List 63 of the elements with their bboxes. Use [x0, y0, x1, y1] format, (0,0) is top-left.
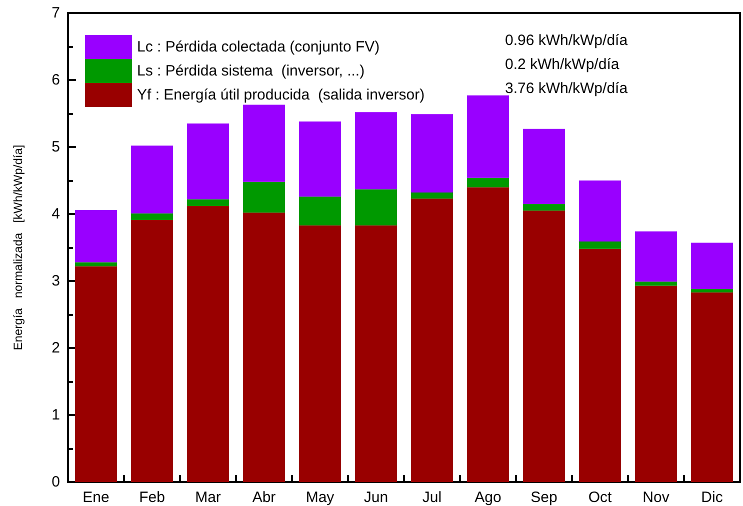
bar — [355, 225, 397, 482]
bar — [635, 231, 677, 282]
legend-label: Yf : Energía útil producida (salida inversor) — [137, 86, 425, 104]
bar — [299, 196, 341, 226]
bar — [523, 128, 565, 204]
x-tick-label: Mar — [195, 489, 221, 506]
bar — [467, 95, 509, 178]
bar — [355, 189, 397, 226]
x-tick-label: Nov — [642, 489, 670, 506]
bar — [579, 241, 621, 249]
bar — [187, 124, 229, 200]
legend-label: Lc : Pérdida colectada (conjunto FV) — [137, 38, 380, 56]
annotation: 0.2 kWh/kWp/día — [505, 56, 620, 73]
bar — [523, 210, 565, 482]
bar — [355, 112, 397, 190]
bar — [579, 180, 621, 242]
x-tick-label: Dic — [701, 489, 724, 506]
annotation: 0.96 kWh/kWp/día — [505, 32, 628, 49]
bar — [75, 210, 117, 262]
bar — [691, 292, 733, 482]
legend-label: Ls : Pérdida sistema (inversor, ...) — [137, 62, 365, 80]
bar — [691, 242, 733, 290]
bar — [187, 199, 229, 206]
bar — [131, 146, 173, 214]
y-tick-label: 1 — [52, 406, 60, 424]
x-tick-label: Feb — [139, 489, 165, 506]
y-tick-label: 6 — [52, 72, 60, 88]
y-tick-label: 5 — [52, 138, 60, 156]
y-tick-label: 3 — [52, 272, 60, 290]
bar — [411, 198, 453, 482]
bar — [523, 204, 565, 211]
x-tick-label: Ago — [474, 489, 502, 506]
y-tick-label: 4 — [52, 206, 60, 222]
bar — [411, 192, 453, 199]
y-tick-label: 2 — [52, 340, 60, 356]
x-tick-label: Jun — [364, 489, 388, 506]
bar — [75, 262, 117, 266]
annotation: 3.76 kWh/kWp/día — [505, 80, 628, 97]
bar — [131, 220, 173, 482]
bar — [579, 248, 621, 482]
x-tick-label: Oct — [588, 489, 612, 506]
bar — [243, 104, 285, 182]
x-tick-label: Jul — [422, 489, 442, 506]
y-tick-label: 0 — [52, 474, 60, 490]
bar — [187, 206, 229, 482]
x-tick-label: Sep — [530, 489, 558, 506]
bar — [467, 178, 509, 188]
y-tick-label: 7 — [52, 4, 60, 22]
x-tick-label: Ene — [82, 489, 110, 506]
bar — [691, 289, 733, 292]
bar — [635, 282, 677, 286]
bar — [243, 182, 285, 213]
bar — [467, 187, 509, 482]
bar — [299, 122, 341, 197]
bar — [411, 114, 453, 193]
bar — [243, 212, 285, 482]
x-tick-label: Abr — [252, 489, 276, 506]
bar — [75, 266, 117, 482]
bar — [299, 225, 341, 482]
x-tick-label: May — [306, 489, 335, 506]
y-axis-title: Energía normalizada [kWh/kWp/día] — [11, 144, 25, 350]
bar — [635, 286, 677, 482]
bar — [131, 213, 173, 220]
